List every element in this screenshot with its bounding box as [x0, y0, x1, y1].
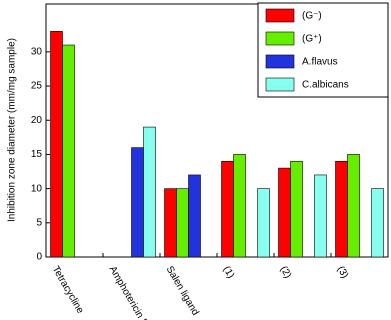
- legend-label: (G⁺): [302, 34, 322, 45]
- y-tick-label: 15: [31, 149, 43, 160]
- y-tick-label: 20: [31, 115, 43, 126]
- legend-label: A.flavus: [302, 57, 338, 68]
- x-tick-label: (1): [221, 264, 237, 280]
- bar: [62, 44, 75, 258]
- y-tick-label: 5: [36, 217, 42, 228]
- bar: [131, 147, 144, 258]
- bar: [176, 188, 189, 258]
- legend-swatch: [265, 77, 295, 92]
- bar: [164, 188, 177, 258]
- x-tick-label: Tetracycline: [50, 264, 86, 316]
- bar: [257, 188, 270, 258]
- x-tick-label: Amphotericin B: [107, 264, 151, 320]
- y-tick-label: 30: [31, 47, 43, 58]
- legend-swatch: [265, 31, 295, 46]
- y-tick-label: 10: [31, 183, 43, 194]
- bar: [233, 154, 246, 258]
- bar: [278, 167, 291, 258]
- bar: [335, 160, 348, 258]
- x-tick-label: Salen ligand: [164, 264, 201, 317]
- x-tick-label: (3): [335, 264, 351, 280]
- y-tick-label: 25: [31, 81, 43, 92]
- legend-label: C.albicans: [302, 80, 349, 91]
- bar: [314, 174, 327, 258]
- legend-swatch: [265, 54, 295, 69]
- bar: [221, 160, 234, 258]
- legend-swatch: [265, 8, 295, 23]
- bar: [347, 154, 360, 258]
- y-tick-label: 0: [36, 252, 42, 263]
- bar: [188, 174, 201, 258]
- bar: [290, 160, 303, 258]
- x-tick-label: (2): [278, 264, 294, 280]
- bar: [143, 126, 156, 258]
- legend-label: (G⁻): [302, 11, 322, 22]
- bar: [50, 31, 63, 258]
- y-axis-label: Inhibition zone diameter (mm/mg sample): [7, 38, 18, 222]
- bar: [371, 188, 384, 258]
